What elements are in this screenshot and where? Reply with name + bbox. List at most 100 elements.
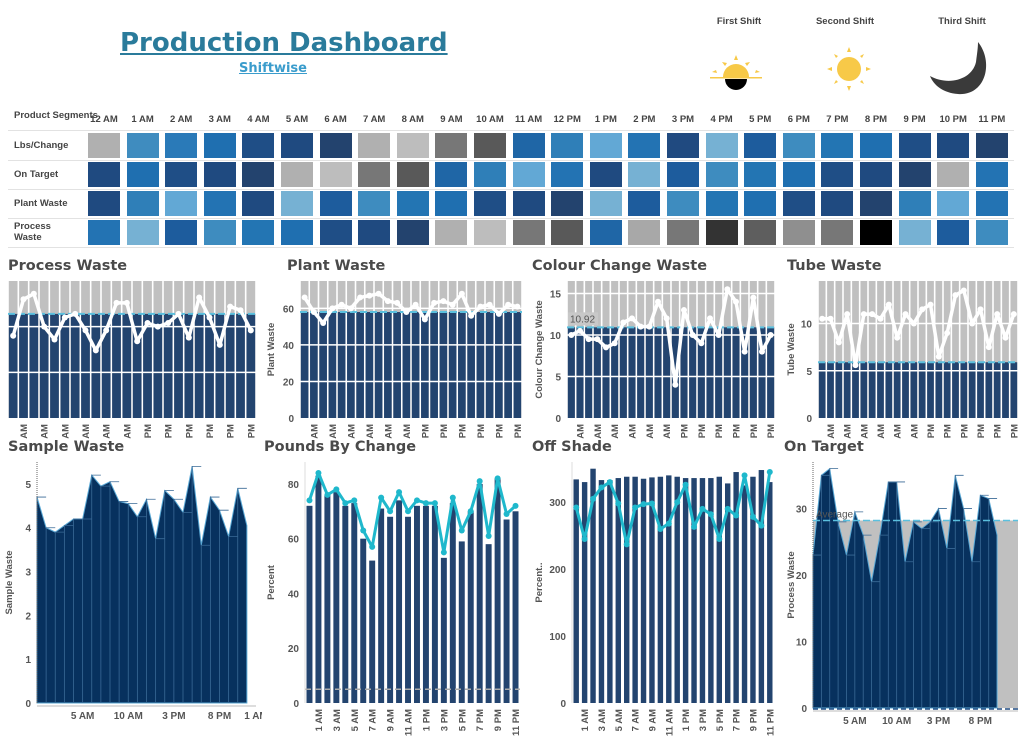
heatmap-cell[interactable] <box>705 191 738 216</box>
data-point[interactable] <box>329 305 336 312</box>
heatmap-cell[interactable] <box>126 133 159 158</box>
bar[interactable] <box>215 313 225 418</box>
bar[interactable] <box>902 362 909 418</box>
heatmap-cell[interactable] <box>203 133 236 158</box>
data-point[interactable] <box>486 301 493 308</box>
heatmap-cell[interactable] <box>628 162 661 187</box>
heatmap-cell[interactable] <box>242 220 275 245</box>
heatmap-cell[interactable] <box>435 133 468 158</box>
data-point[interactable] <box>758 522 765 529</box>
heatmap-cell[interactable] <box>782 220 815 245</box>
bar[interactable] <box>91 313 101 418</box>
bar[interactable] <box>458 312 466 418</box>
data-point[interactable] <box>431 299 438 306</box>
bar[interactable] <box>431 505 438 703</box>
data-point[interactable] <box>357 294 364 301</box>
bar[interactable] <box>439 312 448 418</box>
data-point[interactable] <box>944 329 951 336</box>
bar[interactable] <box>852 362 859 418</box>
heatmap-cell[interactable] <box>705 162 738 187</box>
heatmap-cell[interactable] <box>937 220 970 245</box>
data-point[interactable] <box>935 353 942 360</box>
bar[interactable] <box>122 313 132 418</box>
data-point[interactable] <box>405 508 412 515</box>
heatmap-cell[interactable] <box>358 133 391 158</box>
data-point[interactable] <box>247 327 254 334</box>
data-point[interactable] <box>315 469 322 476</box>
bar[interactable] <box>860 362 868 418</box>
moon-icon[interactable] <box>928 40 998 98</box>
data-point[interactable] <box>581 535 588 542</box>
heatmap-cell[interactable] <box>474 220 506 245</box>
heatmap-cell[interactable] <box>821 191 854 216</box>
data-point[interactable] <box>620 319 627 326</box>
data-point[interactable] <box>919 306 926 313</box>
bar[interactable] <box>691 478 697 703</box>
data-point[interactable] <box>844 311 851 318</box>
bar[interactable] <box>593 327 601 418</box>
heatmap-cell[interactable] <box>821 220 854 245</box>
bar[interactable] <box>101 313 111 418</box>
heatmap-cell[interactable] <box>667 133 699 158</box>
heatmap-cell[interactable] <box>898 162 931 187</box>
data-point[interactable] <box>640 501 647 508</box>
data-point[interactable] <box>767 331 774 338</box>
bar[interactable] <box>619 327 627 418</box>
data-point[interactable] <box>902 311 909 318</box>
heatmap-cell[interactable] <box>512 162 545 187</box>
heatmap-cell[interactable] <box>705 220 738 245</box>
data-point[interactable] <box>440 549 447 556</box>
bar[interactable] <box>968 362 976 418</box>
bar[interactable] <box>485 544 492 703</box>
data-point[interactable] <box>910 320 917 327</box>
bar[interactable] <box>360 538 367 703</box>
heatmap-cell[interactable] <box>628 220 661 245</box>
bar[interactable] <box>421 312 429 418</box>
data-point[interactable] <box>681 307 687 314</box>
heatmap-cell[interactable] <box>165 191 198 216</box>
bar[interactable] <box>512 511 519 703</box>
data-point[interactable] <box>615 500 622 507</box>
data-point[interactable] <box>657 525 664 532</box>
heatmap-cell[interactable] <box>512 191 545 216</box>
data-point[interactable] <box>144 320 151 327</box>
data-point[interactable] <box>237 307 244 314</box>
data-point[interactable] <box>994 311 1001 318</box>
heatmap-cell[interactable] <box>358 220 391 245</box>
bar[interactable] <box>132 313 142 418</box>
bar[interactable] <box>458 541 465 703</box>
heatmap-cell[interactable] <box>126 162 159 187</box>
bar[interactable] <box>8 313 18 418</box>
data-point[interactable] <box>360 527 367 534</box>
data-point[interactable] <box>396 489 403 496</box>
data-point[interactable] <box>449 301 456 308</box>
bar[interactable] <box>977 362 984 418</box>
data-point[interactable] <box>351 497 358 504</box>
bar[interactable] <box>666 475 672 703</box>
data-point[interactable] <box>301 294 308 301</box>
data-point[interactable] <box>885 301 892 308</box>
bar[interactable] <box>396 500 403 703</box>
data-point[interactable] <box>689 331 696 338</box>
bar[interactable] <box>927 362 934 418</box>
data-point[interactable] <box>310 309 317 316</box>
bar[interactable] <box>29 313 39 418</box>
bar[interactable] <box>378 508 385 703</box>
data-point[interactable] <box>682 481 689 488</box>
bar[interactable] <box>645 327 653 418</box>
bar[interactable] <box>205 313 214 418</box>
sunrise-icon[interactable] <box>706 52 766 94</box>
bar[interactable] <box>576 327 584 418</box>
data-point[interactable] <box>103 327 110 334</box>
data-point[interactable] <box>1010 311 1017 318</box>
data-point[interactable] <box>514 303 521 310</box>
bar[interactable] <box>60 313 70 418</box>
heatmap-cell[interactable] <box>628 133 661 158</box>
data-point[interactable] <box>672 381 679 388</box>
bar[interactable] <box>476 483 483 703</box>
heatmap-cell[interactable] <box>782 162 815 187</box>
data-point[interactable] <box>759 348 765 355</box>
data-point[interactable] <box>877 315 884 322</box>
bar[interactable] <box>485 312 494 418</box>
data-point[interactable] <box>421 316 428 323</box>
